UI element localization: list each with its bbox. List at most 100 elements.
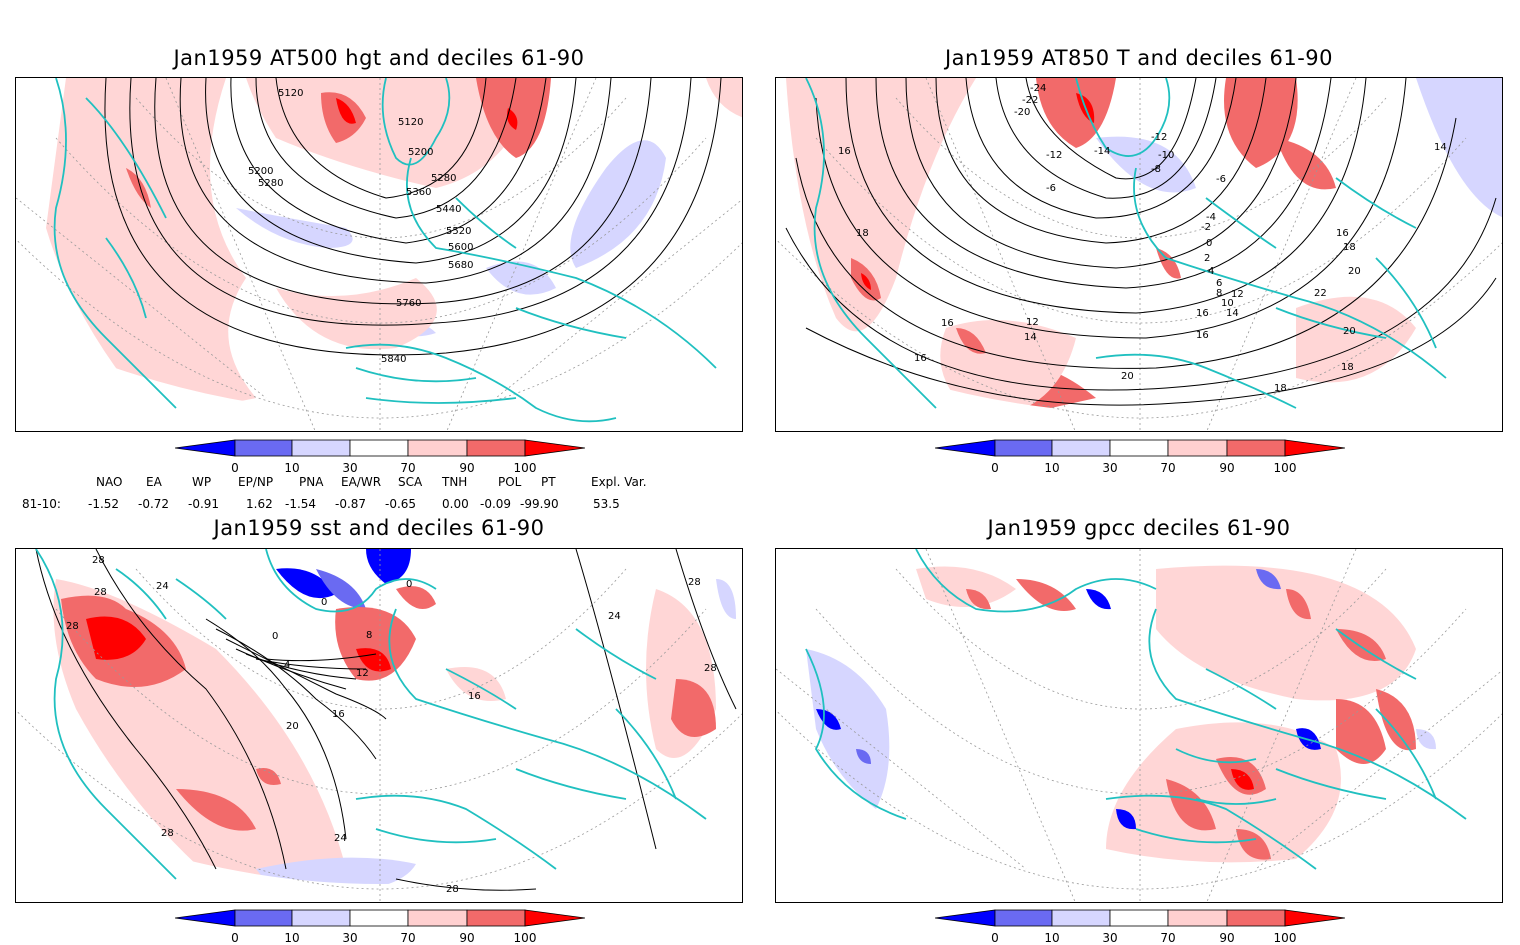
colorbar-tick-label: 90 xyxy=(459,461,475,475)
index-header: PT xyxy=(541,475,556,489)
contour-label: 5280 xyxy=(431,173,456,184)
colorbar-segment xyxy=(466,439,526,457)
contour-label: 5280 xyxy=(258,178,283,189)
contour-label: 24 xyxy=(608,611,621,622)
contour-label: 5760 xyxy=(396,298,421,309)
contour-label: 28 xyxy=(161,828,174,839)
gpcc-patches xyxy=(806,565,1436,863)
map-panel-at850: -24 -22 -20 -12 -14 -12 -10 -8 -6 -6 -4 … xyxy=(775,77,1503,432)
colorbar-segment xyxy=(524,909,586,927)
colorbar-segment xyxy=(234,909,293,927)
contour-label: 28 xyxy=(94,587,107,598)
contour-label: 5520 xyxy=(446,226,471,237)
colorbar-tick-label: 30 xyxy=(342,931,358,945)
colorbar-segment xyxy=(1284,909,1346,927)
contour-label: 16 xyxy=(468,691,481,702)
colorbar-segment xyxy=(1226,909,1286,927)
contour-label: 10 xyxy=(1221,298,1234,309)
contour-label: 28 xyxy=(704,663,717,674)
map-at850-svg: -24 -22 -20 -12 -14 -12 -10 -8 -6 -6 -4 … xyxy=(776,78,1502,431)
colorbar-tick-label: 100 xyxy=(1273,461,1297,475)
contour-label: 24 xyxy=(334,833,347,844)
contour-label: 0 xyxy=(321,597,327,608)
contour-label: 5440 xyxy=(436,204,461,215)
contour-label: 20 xyxy=(286,721,299,732)
colorbar-segment xyxy=(1167,439,1228,457)
colorbar-svg xyxy=(174,909,586,927)
contour-label: 6 xyxy=(1216,278,1222,289)
contour-label: 8 xyxy=(366,630,372,641)
index-value: -1.54 xyxy=(285,497,317,511)
colorbar-segment xyxy=(994,909,1053,927)
colorbar-gpcc: 0 10 30 70 90 100 xyxy=(934,909,1346,945)
colorbar-tick-label: 100 xyxy=(513,931,537,945)
map-panel-gpcc xyxy=(775,548,1503,903)
contour-label: 16 xyxy=(914,353,927,364)
colorbar-tick-label: 10 xyxy=(284,931,300,945)
teleconnection-indices: NAO EA WP EP/NP PNA EA/WR SCA TNH POL PT… xyxy=(0,475,700,515)
colorbar-segment xyxy=(349,439,409,457)
colorbar-segment xyxy=(1051,909,1111,927)
colorbar-segment xyxy=(291,439,351,457)
contour-label: 8 xyxy=(1216,288,1222,299)
map-sst-svg: 28 28 28 24 0 0 0 4 8 12 16 16 20 24 28 … xyxy=(16,549,742,902)
colorbar-segment xyxy=(291,909,351,927)
contour-label: 5680 xyxy=(448,260,473,271)
contour-label: 14 xyxy=(1226,308,1239,319)
index-value: -0.09 xyxy=(480,497,512,511)
colorbar-segment xyxy=(934,439,996,457)
index-row-label: 81-10: xyxy=(22,497,61,511)
index-header: PNA xyxy=(299,475,324,489)
colorbar-segment xyxy=(1167,909,1228,927)
index-value: -1.52 xyxy=(88,497,120,511)
contour-label: 12 xyxy=(1231,289,1244,300)
colorbar-tick-label: 0 xyxy=(991,931,999,945)
contour-label: 0 xyxy=(406,579,412,590)
map-gpcc-svg xyxy=(776,549,1502,902)
contour-label: -12 xyxy=(1046,150,1062,161)
index-header: EA/WR xyxy=(341,475,382,489)
contour-label: 5600 xyxy=(448,242,473,253)
contour-label: -24 xyxy=(1030,83,1046,94)
colorbar-svg xyxy=(174,439,586,457)
contour-label: 4 xyxy=(1208,266,1214,277)
colorbar-segment xyxy=(466,909,526,927)
contour-label: 20 xyxy=(1343,326,1356,337)
index-value: -0.72 xyxy=(138,497,170,511)
panel-title-gpcc: Jan1959 gpcc deciles 61-90 xyxy=(987,516,1291,540)
colorbar-segment xyxy=(1109,909,1169,927)
contour-label: 24 xyxy=(156,581,169,592)
contour-label: 18 xyxy=(1274,383,1287,394)
contour-label: 18 xyxy=(1343,242,1356,253)
colorbar-tick-label: 10 xyxy=(284,461,300,475)
colorbar-tick-label: 0 xyxy=(991,461,999,475)
index-value: -0.65 xyxy=(385,497,417,511)
colorbar-tick-label: 100 xyxy=(513,461,537,475)
contour-label: 22 xyxy=(1314,288,1327,299)
contour-label: 18 xyxy=(856,228,869,239)
colorbar-tick-label: 70 xyxy=(400,931,416,945)
colorbar-tick-label: 0 xyxy=(231,461,239,475)
map-at500-svg: 5120 5120 5200 5200 5280 5280 5360 5440 … xyxy=(16,78,742,431)
colorbar-segment xyxy=(1109,439,1169,457)
colorbar-tick-label: 70 xyxy=(1160,461,1176,475)
colorbar-svg xyxy=(934,909,1346,927)
index-header: POL xyxy=(498,475,522,489)
colorbar-tick-label: 90 xyxy=(459,931,475,945)
index-value: 0.00 xyxy=(442,497,469,511)
contour-label: -12 xyxy=(1151,132,1167,143)
contour-label: -6 xyxy=(1046,183,1056,194)
contour-label: 4 xyxy=(284,660,290,671)
contour-label: -22 xyxy=(1022,95,1038,106)
colorbar-svg xyxy=(934,439,1346,457)
contour-label: 0 xyxy=(272,631,278,642)
contour-label: -14 xyxy=(1094,146,1110,157)
colorbar-at850: 0 10 30 70 90 100 xyxy=(934,439,1346,475)
index-header: WP xyxy=(192,475,212,489)
contour-label: 5200 xyxy=(408,147,433,158)
colorbar-tick-label: 70 xyxy=(1160,931,1176,945)
index-value: -99.90 xyxy=(520,497,559,511)
contour-label: 20 xyxy=(1348,266,1361,277)
contour-label: 16 xyxy=(332,709,345,720)
contour-label: 14 xyxy=(1024,332,1037,343)
